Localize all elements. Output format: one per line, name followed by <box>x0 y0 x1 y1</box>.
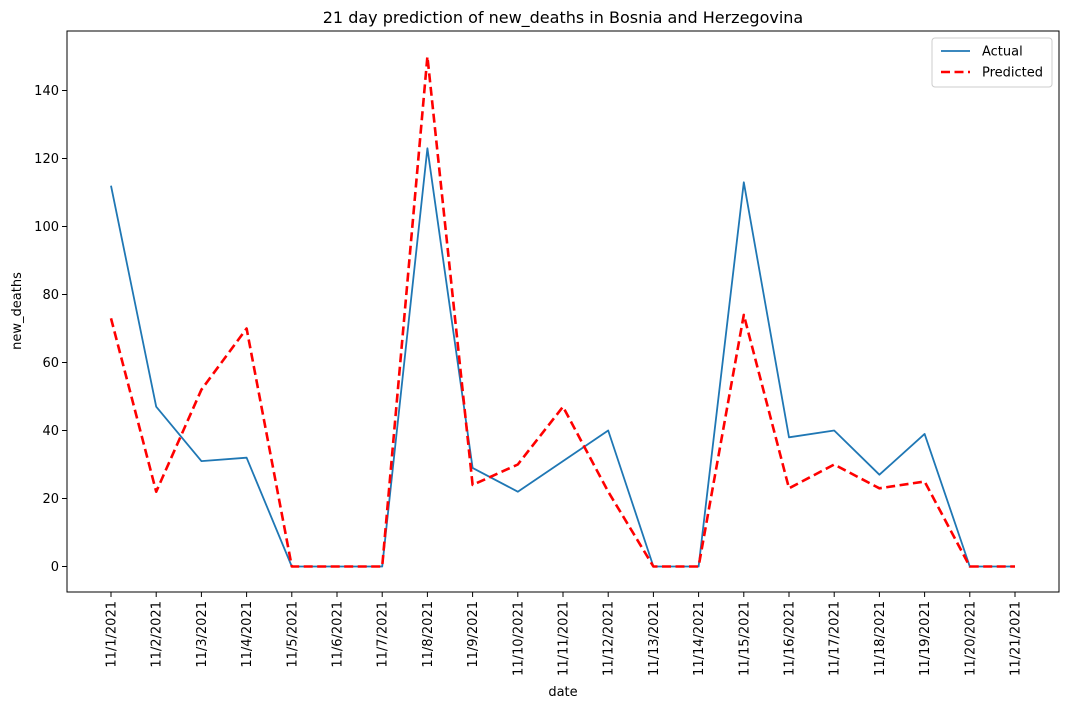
x-tick-label: 11/1/2021 <box>105 601 120 668</box>
x-tick-label: 11/9/2021 <box>466 601 481 668</box>
y-tick-label: 60 <box>42 356 59 371</box>
x-tick-label: 11/20/2021 <box>963 601 978 676</box>
x-tick-label: 11/12/2021 <box>602 601 617 676</box>
y-tick-label: 20 <box>42 492 59 507</box>
plot-area <box>66 30 1060 593</box>
legend-label-actual: Actual <box>982 45 1023 60</box>
x-tick-label: 11/7/2021 <box>376 601 391 668</box>
x-tick-label: 11/21/2021 <box>1009 601 1024 676</box>
series-line-predicted <box>109 55 1015 568</box>
x-tick-label: 11/6/2021 <box>331 601 346 668</box>
x-tick-label: 11/4/2021 <box>240 601 255 668</box>
x-tick-label: 11/3/2021 <box>195 601 210 668</box>
chart-title: 21 day prediction of new_deaths in Bosni… <box>323 8 803 28</box>
x-tick-label: 11/2/2021 <box>150 601 165 668</box>
y-tick-label: 100 <box>34 220 59 235</box>
y-tick-label: 40 <box>42 424 59 439</box>
x-axis-title: date <box>548 685 577 700</box>
x-tick-label: 11/8/2021 <box>421 601 436 668</box>
legend-label-predicted: Predicted <box>982 66 1043 81</box>
legend: Actual Predicted <box>931 37 1053 88</box>
series-layer <box>109 55 1015 568</box>
x-tick-label: 11/17/2021 <box>828 601 843 676</box>
y-axis-title: new_deaths <box>10 272 25 350</box>
y-tick-label: 120 <box>34 152 59 167</box>
x-tick-label: 11/11/2021 <box>557 601 572 676</box>
x-tick-label: 11/13/2021 <box>647 601 662 676</box>
x-tick-label: 11/19/2021 <box>918 601 933 676</box>
x-tick-label: 11/18/2021 <box>873 601 888 676</box>
y-tick-label: 140 <box>34 84 59 99</box>
x-tick-label: 11/14/2021 <box>692 601 707 676</box>
y-tick-label: 80 <box>42 288 59 303</box>
x-tick-label: 11/5/2021 <box>285 601 300 668</box>
x-axis: 11/1/2021 11/2/2021 11/3/2021 11/4/2021 11/5… <box>105 592 1024 676</box>
x-tick-label: 11/16/2021 <box>783 601 798 676</box>
x-tick-label: 11/15/2021 <box>737 601 752 676</box>
x-tick-label: 11/10/2021 <box>511 601 526 676</box>
y-tick-label: 0 <box>51 560 59 575</box>
y-axis: 0 20 40 60 80 100 120 140 <box>34 84 67 575</box>
series-line-actual <box>110 147 1015 568</box>
